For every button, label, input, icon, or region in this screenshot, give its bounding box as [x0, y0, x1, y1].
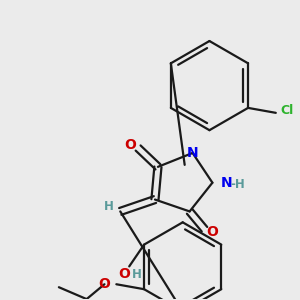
Text: H: H [132, 268, 142, 281]
Text: O: O [124, 138, 136, 152]
Text: N: N [187, 146, 198, 160]
Text: H: H [103, 200, 113, 213]
Text: -H: -H [230, 178, 245, 191]
Text: O: O [118, 267, 130, 281]
Text: Cl: Cl [281, 104, 294, 117]
Text: O: O [98, 277, 110, 291]
Text: O: O [206, 225, 218, 239]
Text: N: N [220, 176, 232, 190]
